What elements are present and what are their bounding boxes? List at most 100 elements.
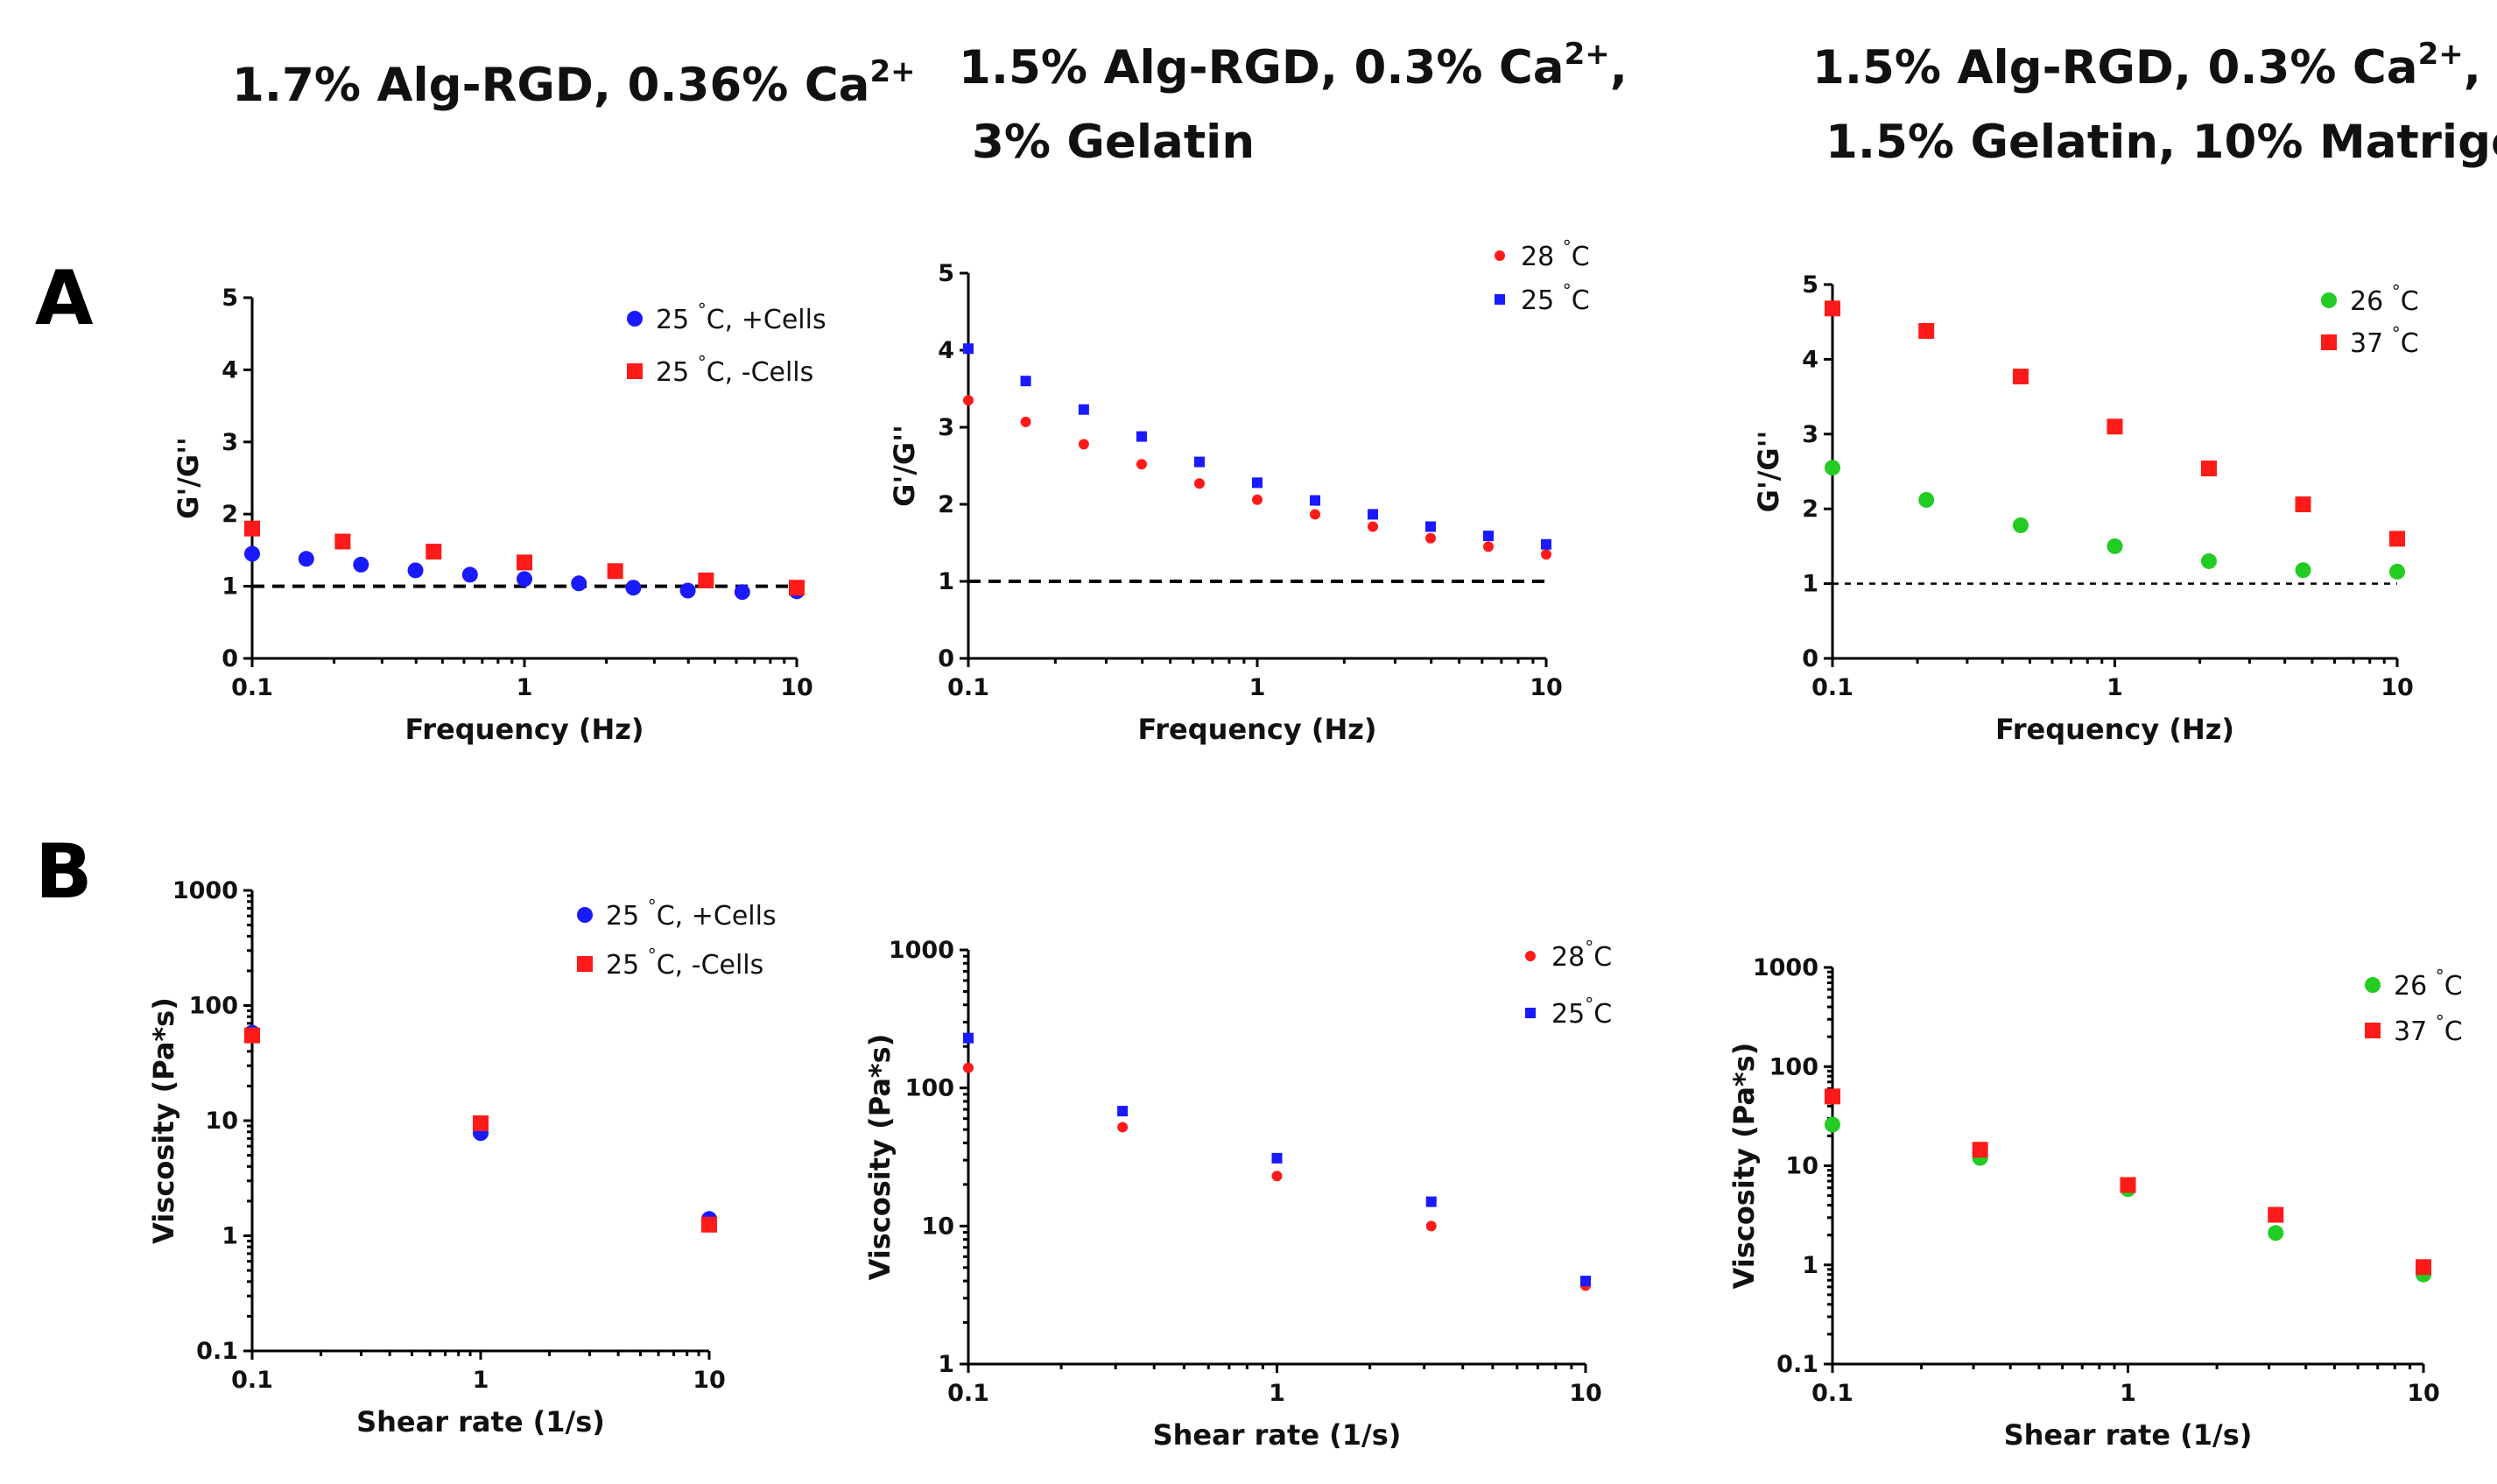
b2-legend-label: 25°C bbox=[1551, 994, 1612, 1030]
column-title-2-line-1: 1.5% Alg-RGD, 0.3% Ca2+, bbox=[959, 37, 1628, 95]
a3-data-point bbox=[2389, 531, 2405, 547]
b3-y-tick-label: 10 bbox=[1785, 1153, 1818, 1180]
a1-y-tick-label: 4 bbox=[222, 356, 238, 383]
a1-legend-marker bbox=[627, 311, 643, 327]
a3-data-point bbox=[2107, 538, 2123, 554]
a3-series-2 bbox=[1825, 300, 2405, 547]
a1-y-axis-label: G'/G'' bbox=[172, 437, 205, 519]
b1-x-tick-label: 1 bbox=[473, 1367, 489, 1394]
a2-legend-label: 25 °C bbox=[1521, 280, 1590, 316]
column-title-3-line-1: 1.5% Alg-RGD, 0.3% Ca2+, bbox=[1812, 37, 2481, 95]
a2-x-tick-label: 1 bbox=[1249, 674, 1266, 701]
a3-legend-label: 26 °C bbox=[2350, 281, 2419, 317]
a3-x-tick-label: 10 bbox=[2381, 674, 2414, 701]
b2-legend-marker bbox=[1525, 1008, 1536, 1018]
a2-y-tick-label: 4 bbox=[938, 337, 954, 364]
b2-x-axis-label: Shear rate (1/s) bbox=[1153, 1418, 1402, 1452]
a3-y-tick-label: 3 bbox=[1802, 421, 1818, 448]
b3-series-2 bbox=[1825, 1088, 2431, 1276]
b3-y-tick-label: 0.1 bbox=[1776, 1351, 1818, 1378]
a1-legend-label: 25 °C, -Cells bbox=[656, 352, 813, 388]
b1-y-tick-label: 1000 bbox=[172, 877, 238, 904]
a3-data-point bbox=[1918, 491, 1935, 508]
b2-x-tick-label: 10 bbox=[1569, 1380, 1602, 1407]
a2-data-point bbox=[1310, 509, 1321, 520]
b2-data-point bbox=[963, 1032, 974, 1044]
a3-legend-entry-2: 37 °C bbox=[2321, 323, 2419, 359]
b3-series-1 bbox=[1825, 1116, 2431, 1283]
a3-y-tick-label: 2 bbox=[1802, 496, 1818, 523]
column-title-1-line-1: 1.7% Alg-RGD, 0.36% Ca2+ bbox=[232, 54, 916, 112]
b3-legend-entry-1: 26 °C bbox=[2365, 966, 2463, 1002]
b2-data-point bbox=[1580, 1276, 1591, 1287]
a1-data-point bbox=[517, 571, 532, 587]
a2-y-tick-label: 2 bbox=[938, 491, 954, 518]
a1-data-point bbox=[353, 556, 369, 573]
a2-legend-label: 28 °C bbox=[1521, 236, 1590, 272]
b3-x-axis-label: Shear rate (1/s) bbox=[2004, 1418, 2253, 1452]
b1-y-tick-label: 1 bbox=[222, 1223, 238, 1250]
b1-x-tick-label: 10 bbox=[693, 1367, 726, 1394]
a2-y-axis-label: G'/G'' bbox=[888, 425, 921, 507]
a2-legend-entry-2: 25 °C bbox=[1495, 280, 1590, 316]
b3-legend-entry-2: 37 °C bbox=[2365, 1011, 2463, 1047]
a2-data-point bbox=[1368, 521, 1379, 532]
b3-data-point bbox=[1972, 1142, 1988, 1158]
a3-data-point bbox=[2295, 496, 2311, 513]
a1-data-point bbox=[789, 580, 805, 596]
a2-x-tick-label: 0.1 bbox=[947, 674, 989, 701]
a3-y-axis-label: G'/G'' bbox=[1752, 431, 1785, 513]
a2-series-1 bbox=[963, 395, 1551, 560]
a3-legend-entry-1: 26 °C bbox=[2321, 281, 2419, 317]
a2-x-axis-label: Frequency (Hz) bbox=[1137, 713, 1376, 746]
a2-data-point bbox=[1541, 549, 1551, 560]
a1-data-point bbox=[244, 520, 260, 537]
b3-data-point bbox=[2120, 1177, 2136, 1193]
a1-y-tick-label: 3 bbox=[222, 429, 238, 456]
a2-data-point bbox=[963, 395, 974, 406]
a2-y-tick-label: 3 bbox=[938, 414, 954, 441]
b2-data-point bbox=[1117, 1122, 1129, 1133]
b3-data-point bbox=[2268, 1206, 2284, 1223]
b2-data-point bbox=[1271, 1152, 1283, 1164]
a2-data-point bbox=[1483, 531, 1495, 542]
chart-b3: 0.1 1 10 100 1000 0.1 1 10 Shear rate (1/s) Visco… bbox=[1727, 954, 2463, 1452]
b2-series-1 bbox=[963, 1062, 1591, 1291]
a2-data-point bbox=[1078, 439, 1089, 450]
a2-legend-marker bbox=[1495, 294, 1505, 305]
a2-data-point bbox=[1136, 431, 1147, 442]
a3-data-point bbox=[1825, 460, 1840, 476]
a1-legend-entry-1: 25 °C, +Cells bbox=[627, 299, 826, 335]
chart-a2: 0 1 2 3 4 5 0.1 1 10 Frequency (Hz) G'/G'' 28 °C 25 … bbox=[888, 236, 1590, 746]
a2-legend-entry-1: 28 °C bbox=[1495, 236, 1590, 272]
a2-data-point bbox=[1194, 456, 1206, 468]
b1-legend-entry-2: 25 °C, -Cells bbox=[577, 945, 763, 981]
column-title-2-line-2: 3% Gelatin bbox=[972, 116, 1255, 169]
a3-y-tick-label: 5 bbox=[1802, 271, 1818, 299]
a2-data-point bbox=[1424, 521, 1436, 532]
b2-x-tick-label: 0.1 bbox=[947, 1380, 989, 1407]
b2-x-tick-label: 1 bbox=[1269, 1380, 1285, 1407]
a1-data-point bbox=[334, 533, 351, 550]
a3-data-point bbox=[1918, 322, 1935, 339]
a3-data-point bbox=[2389, 563, 2405, 580]
a3-data-point bbox=[2012, 517, 2029, 533]
b3-x-tick-label: 10 bbox=[2407, 1380, 2440, 1407]
a1-series-2 bbox=[244, 520, 805, 596]
a3-x-tick-label: 1 bbox=[2107, 674, 2123, 701]
a3-data-point bbox=[2200, 552, 2217, 569]
b3-legend-marker bbox=[2365, 977, 2381, 993]
a1-y-tick-label: 2 bbox=[222, 501, 238, 528]
b3-data-point bbox=[1825, 1116, 1840, 1133]
a3-data-point bbox=[2295, 562, 2311, 579]
a2-data-point bbox=[1078, 404, 1089, 415]
b2-y-tick-label: 10 bbox=[921, 1213, 954, 1240]
a2-y-tick-label: 0 bbox=[938, 645, 954, 672]
a3-y-tick-label: 0 bbox=[1802, 645, 1818, 672]
a1-data-point bbox=[244, 545, 260, 562]
b1-x-tick-label: 0.1 bbox=[231, 1367, 273, 1394]
a1-data-point bbox=[571, 575, 587, 592]
b2-legend-entry-1: 28°C bbox=[1525, 937, 1612, 973]
a1-y-tick-label: 1 bbox=[222, 573, 238, 601]
